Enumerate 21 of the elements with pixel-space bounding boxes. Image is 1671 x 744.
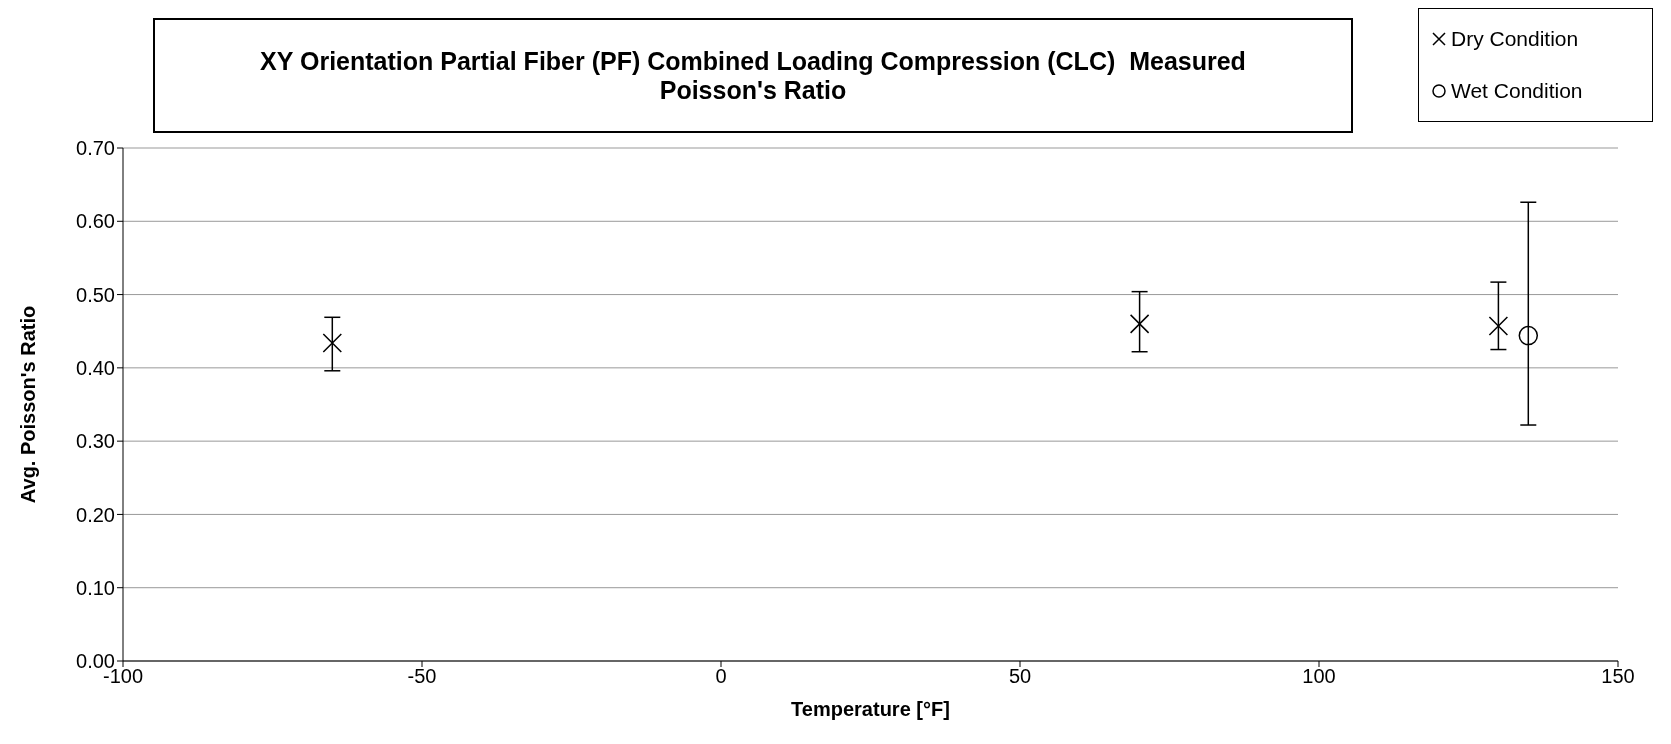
- x-tick-label: 100: [1302, 665, 1336, 688]
- y-tick-label: 0.20: [76, 503, 115, 526]
- y-axis-title: Avg. Poisson's Ratio: [17, 305, 40, 504]
- chart-title: XY Orientation Partial Fiber (PF) Combined Loading Compression (CLC) Measured Poisson's Ratio: [153, 18, 1353, 133]
- y-tick-label: 0.60: [76, 210, 115, 233]
- point: [322, 333, 343, 353]
- y-tick-label: 0.50: [76, 283, 115, 306]
- x-axis-title: Temperature [°F]: [791, 698, 950, 720]
- x-tick-label: 150: [1601, 665, 1635, 688]
- point: [1518, 325, 1539, 346]
- y-tick-label: 0.10: [76, 576, 115, 599]
- x-tick-label: 0: [715, 665, 727, 688]
- point: [1488, 316, 1509, 336]
- y-tick-label: 0.70: [76, 137, 115, 160]
- legend-label: Dry Condition: [1451, 26, 1579, 52]
- legend-label: Wet Condition: [1451, 78, 1583, 104]
- x-tick-label: -50: [407, 665, 437, 688]
- y-tick-label: 0.40: [76, 356, 115, 379]
- point: [1129, 314, 1150, 334]
- x-tick-label: 50: [1008, 665, 1032, 688]
- y-tick-label: 0.30: [76, 430, 115, 453]
